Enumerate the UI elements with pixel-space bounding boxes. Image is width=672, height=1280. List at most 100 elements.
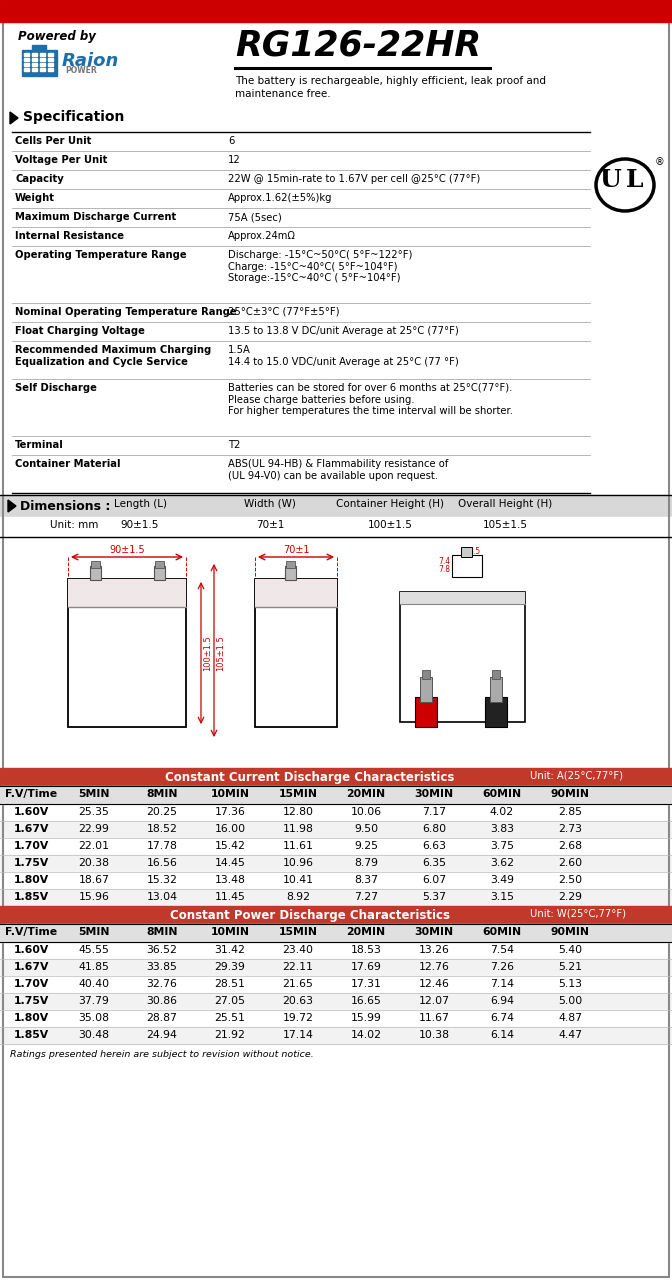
Text: 2.68: 2.68	[558, 841, 582, 851]
Text: T2: T2	[228, 440, 241, 451]
Bar	[420, 677, 432, 701]
Text: Weight: Weight	[15, 193, 55, 204]
Text: 7.26: 7.26	[490, 963, 514, 972]
Text: 25.51: 25.51	[214, 1012, 245, 1023]
Bar	[154, 566, 165, 580]
Bar	[0, 872, 672, 890]
Text: 11.61: 11.61	[282, 841, 313, 851]
Text: Cells Per Unit: Cells Per Unit	[15, 136, 91, 146]
Text: 1.85V: 1.85V	[14, 1030, 49, 1039]
Text: 10MIN: 10MIN	[210, 927, 249, 937]
Text: 17.69: 17.69	[351, 963, 382, 972]
Text: 1.80V: 1.80V	[14, 876, 49, 884]
Text: 1.85V: 1.85V	[14, 892, 49, 902]
Text: 2.29: 2.29	[558, 892, 582, 902]
Bar	[0, 942, 672, 959]
Text: 15.32: 15.32	[146, 876, 177, 884]
Text: Recommended Maximum Charging
Equalization and Cycle Service: Recommended Maximum Charging Equalizatio…	[15, 346, 211, 366]
Text: 33.85: 33.85	[146, 963, 177, 972]
Text: Discharge: -15°C~50°C( 5°F~122°F)
Charge: -15°C~40°C( 5°F~104°F)
Storage:-15°C~4: Discharge: -15°C~50°C( 5°F~122°F) Charge…	[228, 250, 413, 283]
Text: 25.35: 25.35	[79, 806, 110, 817]
Bar	[32, 63, 37, 67]
Text: Operating Temperature Range: Operating Temperature Range	[15, 250, 187, 260]
Text: 29.39: 29.39	[214, 963, 245, 972]
Text: Voltage Per Unit: Voltage Per Unit	[15, 155, 108, 165]
Text: 13.26: 13.26	[419, 945, 450, 955]
Text: L: L	[626, 168, 644, 192]
Text: 3.49: 3.49	[490, 876, 514, 884]
Text: 13.48: 13.48	[214, 876, 245, 884]
Text: 90MIN: 90MIN	[550, 927, 589, 937]
Text: Container Material: Container Material	[15, 460, 120, 468]
Text: Powered by: Powered by	[18, 29, 96, 44]
Text: 20.25: 20.25	[146, 806, 177, 817]
Text: 13.5 to 13.8 V DC/unit Average at 25°C (77°F): 13.5 to 13.8 V DC/unit Average at 25°C (…	[228, 326, 459, 335]
Text: 8MIN: 8MIN	[146, 927, 178, 937]
Text: Container Height (H): Container Height (H)	[336, 499, 444, 509]
Text: Unit: W(25°C,77°F): Unit: W(25°C,77°F)	[530, 909, 626, 919]
Bar	[0, 768, 672, 786]
Text: 6.35: 6.35	[422, 858, 446, 868]
Text: 70±1: 70±1	[283, 545, 309, 556]
Bar	[48, 58, 53, 61]
Text: 11.67: 11.67	[419, 1012, 450, 1023]
Text: 70±1: 70±1	[256, 520, 284, 530]
Text: 4.02: 4.02	[490, 806, 514, 817]
Text: 16.65: 16.65	[351, 996, 382, 1006]
Text: 10.06: 10.06	[350, 806, 382, 817]
Text: Self Discharge: Self Discharge	[15, 383, 97, 393]
Text: 16.56: 16.56	[146, 858, 177, 868]
Bar	[24, 58, 29, 61]
Bar	[22, 50, 57, 76]
Bar	[155, 561, 164, 568]
Text: 10MIN: 10MIN	[210, 788, 249, 799]
Text: 5.40: 5.40	[558, 945, 582, 955]
Text: 8.79: 8.79	[354, 858, 378, 868]
Text: 11.98: 11.98	[282, 824, 313, 835]
Bar	[255, 579, 337, 607]
Bar	[40, 52, 45, 56]
Text: Batteries can be stored for over 6 months at 25°C(77°F).
Please charge batteries: Batteries can be stored for over 6 month…	[228, 383, 513, 416]
Bar	[255, 579, 337, 727]
Text: Constant Current Discharge Characteristics: Constant Current Discharge Characteristi…	[165, 771, 455, 783]
Text: Unit: mm: Unit: mm	[50, 520, 98, 530]
Text: 12: 12	[228, 155, 241, 165]
Bar	[40, 63, 45, 67]
Text: 20MIN: 20MIN	[347, 788, 386, 799]
Text: 17.31: 17.31	[351, 979, 382, 989]
Text: 3.5: 3.5	[468, 547, 480, 556]
Text: Width (W): Width (W)	[244, 499, 296, 509]
Text: 18.67: 18.67	[79, 876, 110, 884]
Text: 31.42: 31.42	[214, 945, 245, 955]
Bar	[90, 566, 101, 580]
Bar	[32, 45, 46, 52]
Text: 9.25: 9.25	[354, 841, 378, 851]
Text: Unit: A(25°C,77°F): Unit: A(25°C,77°F)	[530, 771, 623, 781]
Text: 4.87: 4.87	[558, 1012, 582, 1023]
Text: 18.53: 18.53	[351, 945, 382, 955]
Text: 6.63: 6.63	[422, 841, 446, 851]
Bar	[32, 58, 37, 61]
Text: maintenance free.: maintenance free.	[235, 90, 331, 99]
Text: Float Charging Voltage: Float Charging Voltage	[15, 326, 145, 335]
Text: 2.50: 2.50	[558, 876, 582, 884]
Text: 6.80: 6.80	[422, 824, 446, 835]
Text: 21.92: 21.92	[214, 1030, 245, 1039]
Text: 22.99: 22.99	[79, 824, 110, 835]
Text: 2.85: 2.85	[558, 806, 582, 817]
Text: 19.72: 19.72	[282, 1012, 313, 1023]
Text: 15MIN: 15MIN	[278, 927, 317, 937]
Text: 4.47: 4.47	[558, 1030, 582, 1039]
Text: 20MIN: 20MIN	[347, 927, 386, 937]
Text: 28.87: 28.87	[146, 1012, 177, 1023]
Text: 45.55: 45.55	[79, 945, 110, 955]
Bar	[452, 556, 482, 577]
Text: Terminal: Terminal	[15, 440, 64, 451]
Bar	[32, 68, 37, 70]
Text: 37.79: 37.79	[79, 996, 110, 1006]
Bar	[0, 786, 672, 804]
Text: 17.14: 17.14	[282, 1030, 313, 1039]
Text: Approx.1.62(±5%)kg: Approx.1.62(±5%)kg	[228, 193, 333, 204]
Text: 10.41: 10.41	[282, 876, 314, 884]
Text: 12.46: 12.46	[419, 979, 450, 989]
